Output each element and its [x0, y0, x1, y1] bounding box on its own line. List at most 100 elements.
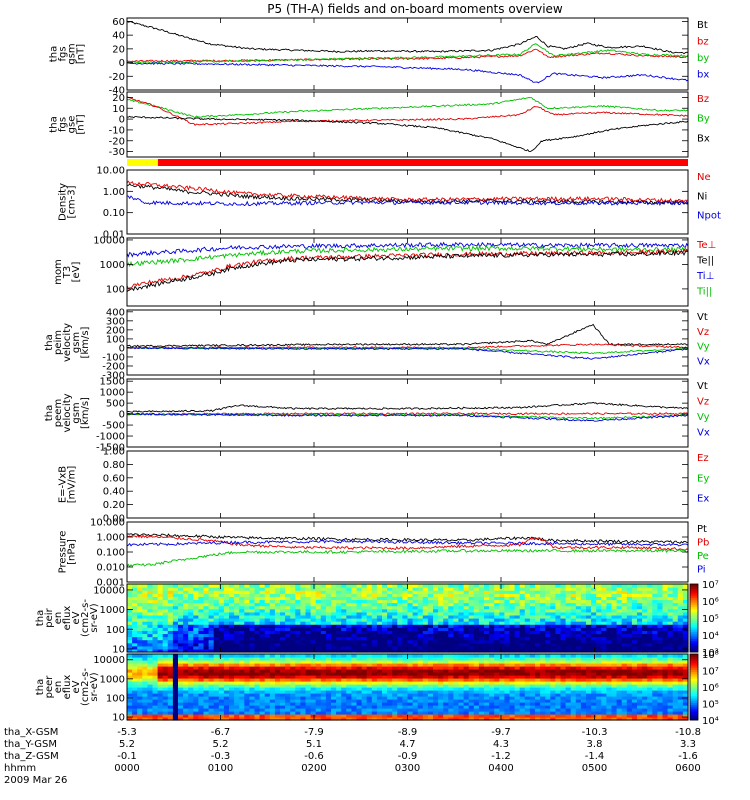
spectrogram-cell [555, 687, 562, 691]
spectrogram-cell [677, 605, 684, 610]
spectrogram-cell [229, 663, 235, 667]
spectrogram-cell [580, 645, 587, 650]
spectrogram-cell [325, 621, 332, 625]
spectrogram-cell [621, 605, 628, 610]
spectrogram-cell [438, 599, 444, 604]
legend-entry: bx [697, 70, 709, 81]
spectrogram-cell [647, 627, 653, 631]
spectrogram-cell [616, 630, 623, 635]
spectrogram-cell [198, 660, 205, 664]
spectrogram-cell [300, 690, 307, 694]
spectrogram-cell [183, 648, 189, 653]
spectrogram-cell [468, 587, 475, 591]
spectrogram-cell [438, 633, 444, 638]
spectrogram-cell [346, 681, 352, 685]
spectrogram-cell [162, 602, 169, 607]
panel-peir: 10⁷10⁶10⁵10⁴10³10000100010010thapeirenef… [35, 580, 719, 659]
spectrogram-cell [463, 593, 470, 597]
spectrogram-cell [295, 654, 301, 658]
spectrogram-cell [580, 608, 587, 613]
spectrogram-cell [545, 714, 551, 718]
spectrogram-cell [407, 708, 414, 712]
spectrogram-cell [580, 648, 587, 653]
spectrogram-cell [152, 614, 159, 619]
spectrogram-cell [422, 602, 429, 607]
spectrogram-cell [341, 714, 347, 718]
spectrogram-cell [473, 687, 480, 691]
spectrogram-cell [662, 618, 669, 622]
y-label-line: mom [53, 259, 64, 285]
spectrogram-cell [300, 663, 307, 667]
spectrogram-cell [601, 696, 607, 700]
spectrogram-cell [274, 693, 281, 697]
spectrogram-cell [642, 621, 648, 625]
spectrogram-cell [570, 684, 577, 688]
spectrogram-cell [550, 687, 556, 691]
spectrogram-cell [586, 696, 592, 700]
spectrogram-cell [346, 636, 352, 641]
spectrogram-cell [290, 627, 296, 631]
spectrogram-cell [586, 618, 592, 622]
spectrogram-cell [376, 611, 383, 616]
y-tick-label: 100 [106, 625, 125, 636]
spectrogram-cell [254, 621, 261, 625]
series-Vt [126, 401, 689, 413]
spectrogram-cell [438, 717, 444, 721]
spectrogram-cell [463, 660, 470, 664]
spectrogram-cell [504, 627, 511, 631]
spectrogram-cell [427, 608, 434, 613]
spectrogram-cell [320, 627, 327, 631]
spectrogram-cell [438, 705, 444, 709]
spectrogram-cell [269, 618, 276, 622]
spectrogram-cell [412, 675, 419, 679]
spectrogram-cell [392, 669, 398, 673]
spectrogram-cell [223, 681, 230, 685]
spectrogram-cell [157, 693, 164, 697]
spectrogram-cell [305, 678, 312, 682]
spectrogram-cell [249, 633, 256, 638]
spectrogram-cell [331, 705, 337, 709]
spectrogram-cell [387, 711, 393, 715]
spectrogram-cell [596, 608, 602, 613]
spectrogram-cell [494, 714, 500, 718]
spectrogram-cell [274, 630, 281, 635]
spectrogram-cell [412, 642, 419, 647]
spectrogram-cell [264, 657, 271, 661]
spectrogram-cell [631, 618, 638, 622]
spectrogram-cell [555, 666, 562, 670]
spectrogram-cell [132, 663, 138, 667]
spectrogram-cell [427, 708, 434, 712]
spectrogram-cell [427, 624, 434, 628]
spectrogram-cell [575, 678, 582, 682]
spectrogram-cell [412, 587, 419, 591]
spectrogram-cell [611, 587, 618, 591]
spectrogram-cell [524, 681, 531, 685]
spectrogram-cell [529, 657, 536, 661]
spectrogram-cell [295, 593, 301, 597]
spectrogram-cell [366, 678, 373, 682]
spectrogram-cell [193, 705, 199, 709]
spectrogram-cell [545, 663, 551, 667]
spectrogram-cell [183, 702, 189, 706]
spectrogram-cell [427, 599, 434, 604]
y-tick-label: 20 [112, 93, 125, 104]
spectrogram-cell [458, 705, 465, 709]
spectrogram-cell [127, 717, 133, 721]
spectrogram-cell [341, 690, 347, 694]
spectrogram-cell [376, 584, 383, 588]
spectrogram-cell [504, 693, 511, 697]
spectrogram-cell [376, 593, 383, 597]
spectrogram-cell [489, 696, 495, 700]
spectrogram-cell [458, 636, 465, 641]
spectrogram-cell [223, 705, 230, 709]
spectrogram-cell [499, 633, 505, 638]
spectrogram-cell [387, 663, 393, 667]
spectrogram-cell [300, 599, 307, 604]
spectrogram-cell [443, 687, 449, 691]
spectrogram-cell [478, 593, 485, 597]
spectrogram-cell [183, 693, 189, 697]
spectrogram-cell [315, 711, 322, 715]
spectrogram-cell [555, 590, 562, 594]
spectrogram-cell [422, 642, 429, 647]
spectrogram-cell [407, 657, 414, 661]
